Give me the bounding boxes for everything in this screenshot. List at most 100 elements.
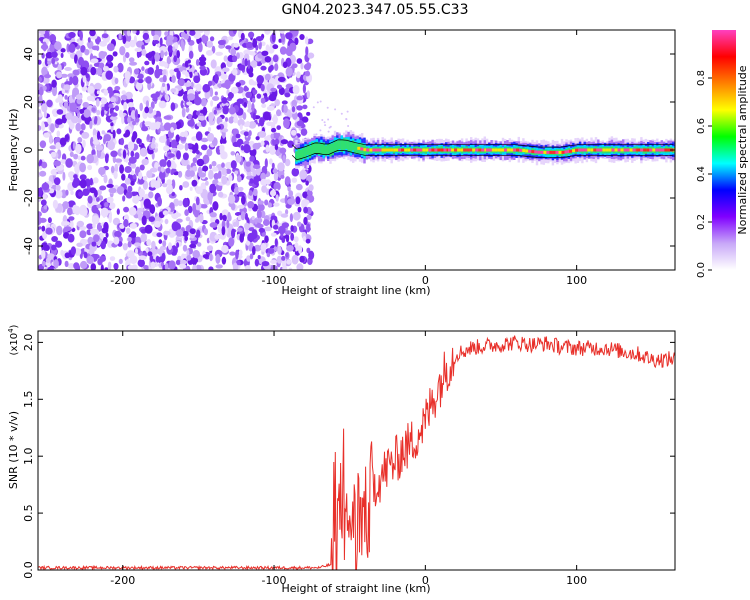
noise-blob bbox=[209, 222, 218, 228]
noise-blob bbox=[107, 140, 116, 151]
ridge-core-cell bbox=[488, 148, 492, 152]
noise-blob bbox=[292, 211, 301, 221]
noise-blob bbox=[176, 218, 183, 223]
noise-blob bbox=[281, 237, 286, 243]
noise-blob bbox=[127, 116, 131, 124]
noise-blob bbox=[90, 263, 97, 270]
noise-blob bbox=[260, 84, 265, 92]
noise-blob bbox=[253, 188, 258, 197]
noise-blob bbox=[75, 94, 83, 100]
y-tick-label: 0 bbox=[22, 147, 35, 154]
noise-blob bbox=[144, 106, 150, 114]
ridge-core-cell bbox=[416, 148, 420, 152]
noise-blob bbox=[70, 246, 76, 256]
noise-blob bbox=[119, 46, 126, 56]
noise-blob bbox=[122, 54, 127, 63]
noise-blob bbox=[42, 41, 47, 52]
noise-blob bbox=[252, 164, 261, 169]
noise-blob bbox=[277, 162, 285, 172]
noise-blob bbox=[106, 196, 114, 204]
ridge-core-cell bbox=[564, 150, 568, 154]
noise-blob bbox=[221, 97, 228, 104]
noise-blob bbox=[78, 191, 84, 197]
noise-blob bbox=[214, 234, 220, 240]
noise-blob bbox=[252, 246, 256, 256]
noise-blob bbox=[296, 95, 304, 101]
noise-blob bbox=[176, 150, 181, 160]
noise-blob bbox=[273, 202, 280, 207]
ridge-core-cell bbox=[587, 148, 591, 152]
noise-blob bbox=[129, 61, 138, 66]
noise-blob bbox=[215, 51, 224, 56]
noise-blob bbox=[114, 158, 123, 163]
noise-blob bbox=[48, 134, 53, 144]
noise-blob bbox=[114, 86, 121, 91]
noise-blob bbox=[154, 52, 161, 62]
noise-blob bbox=[196, 158, 205, 167]
ridge-cell bbox=[299, 149, 303, 161]
noise-blob bbox=[84, 49, 90, 56]
noise-blob bbox=[54, 189, 63, 199]
noise-blob bbox=[150, 143, 156, 149]
noise-blob bbox=[210, 60, 217, 68]
noise-blob bbox=[67, 233, 75, 243]
noise-blob bbox=[235, 154, 242, 163]
noise-blob bbox=[236, 98, 244, 104]
noise-blob bbox=[138, 171, 143, 180]
noise-blob bbox=[260, 178, 268, 186]
noise-blob bbox=[234, 170, 238, 175]
noise-blob bbox=[96, 109, 101, 116]
noise-blob bbox=[250, 81, 258, 86]
noise-blob bbox=[54, 41, 62, 51]
noise-blob bbox=[264, 226, 272, 232]
ridge-core-cell bbox=[667, 148, 671, 152]
noise-dot bbox=[321, 119, 324, 121]
ridge-core-cell bbox=[419, 148, 423, 152]
noise-blob bbox=[232, 262, 239, 270]
noise-blob bbox=[41, 182, 50, 191]
noise-blob bbox=[188, 247, 193, 255]
x-tick-label: 100 bbox=[566, 274, 587, 287]
noise-blob bbox=[163, 122, 172, 131]
noise-blob bbox=[95, 144, 104, 151]
noise-blob bbox=[280, 230, 284, 238]
noise-blob bbox=[256, 75, 265, 84]
ridge-core-cell bbox=[575, 148, 579, 152]
ridge-cell bbox=[304, 147, 307, 160]
noise-blob bbox=[79, 174, 87, 181]
noise-blob bbox=[98, 167, 106, 175]
noise-blob bbox=[181, 70, 187, 75]
noise-blob bbox=[69, 120, 75, 130]
noise-blob bbox=[260, 65, 267, 71]
noise-blob bbox=[244, 58, 248, 67]
noise-blob bbox=[182, 197, 189, 208]
noise-blob bbox=[205, 50, 214, 56]
noise-blob bbox=[152, 40, 160, 44]
spectrogram-x-label: Height of straight line (km) bbox=[281, 284, 430, 297]
noise-blob bbox=[186, 164, 191, 170]
ridge-core-cell bbox=[661, 148, 665, 152]
noise-blob bbox=[288, 267, 293, 270]
noise-blob bbox=[63, 101, 69, 109]
ridge-core-cell bbox=[593, 148, 597, 152]
noise-blob bbox=[128, 57, 135, 63]
noise-blob bbox=[87, 40, 94, 49]
noise-blob bbox=[123, 206, 130, 213]
ridge-cell bbox=[345, 138, 348, 149]
noise-dot bbox=[316, 101, 319, 104]
snr-frame bbox=[37, 330, 676, 571]
noise-blob bbox=[144, 121, 152, 126]
noise-blob bbox=[292, 85, 300, 95]
noise-blob bbox=[242, 59, 246, 66]
ridge-core-cell bbox=[463, 148, 467, 152]
noise-blob bbox=[237, 227, 243, 232]
ridge-core-cell bbox=[614, 148, 618, 152]
noise-blob bbox=[250, 60, 258, 68]
noise-blob bbox=[153, 220, 161, 228]
ridge-core-cell bbox=[454, 148, 458, 152]
colorbar-tick-label: 0.2 bbox=[696, 214, 707, 230]
noise-blob bbox=[134, 47, 143, 53]
ridge-core-cell bbox=[549, 150, 553, 154]
noise-blob bbox=[93, 234, 100, 243]
ridge-core-cell bbox=[428, 148, 432, 152]
